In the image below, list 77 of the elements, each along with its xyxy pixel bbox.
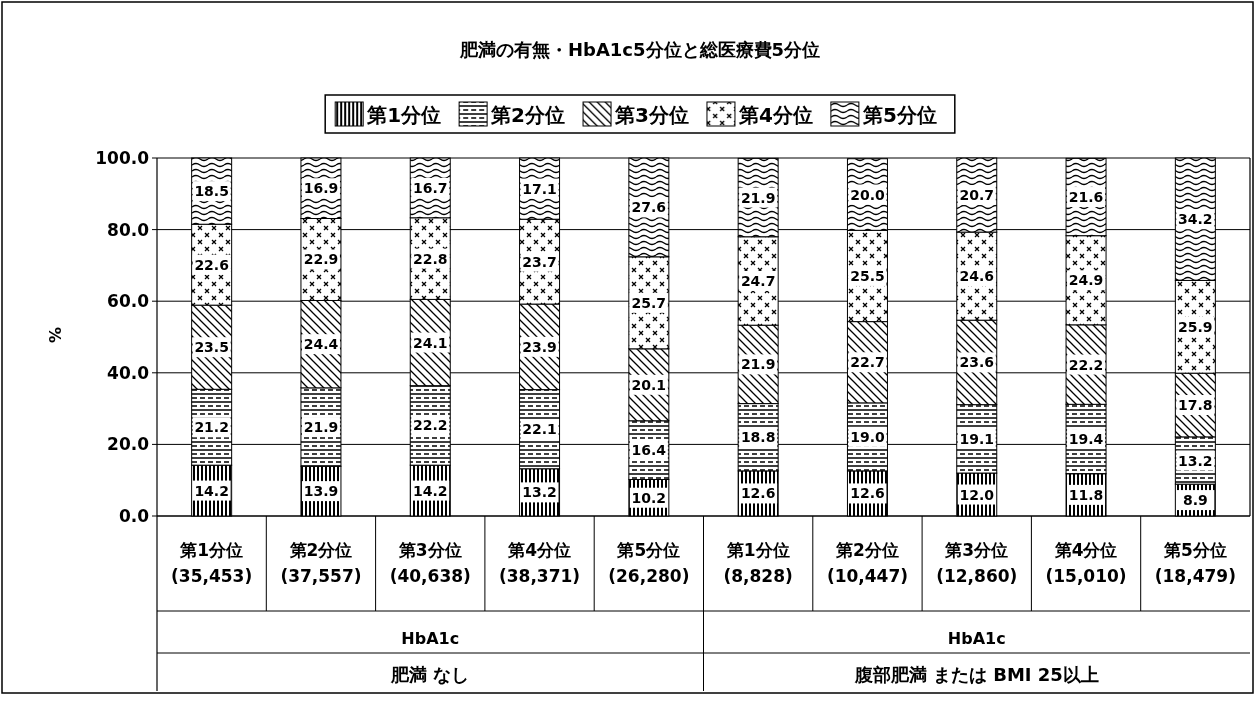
data-label: 24.9 bbox=[1068, 272, 1104, 289]
data-label: 22.6 bbox=[194, 256, 229, 273]
x-tick-label: 第1分位 (8,828) bbox=[723, 540, 793, 586]
x-tick-label: 第2分位 (37,557) bbox=[280, 540, 362, 586]
data-label: 24.1 bbox=[412, 334, 448, 351]
data-label: 23.6 bbox=[959, 354, 995, 371]
data-label: 22.1 bbox=[522, 421, 557, 438]
data-label: 21.9 bbox=[740, 189, 776, 206]
data-label: 22.8 bbox=[412, 250, 448, 267]
x-tick-label: 第2分位 (10,447) bbox=[826, 540, 909, 586]
data-label: 14.2 bbox=[194, 482, 229, 499]
data-label: 25.5 bbox=[850, 267, 885, 284]
x-tick-label: 第1分位 (35,453) bbox=[171, 540, 253, 586]
y-axis-title: % bbox=[46, 326, 65, 344]
data-label: 12.0 bbox=[959, 486, 995, 503]
text: HbA1c bbox=[947, 629, 1006, 648]
data-label: 24.6 bbox=[959, 268, 995, 285]
legend-label: 第5分位 bbox=[861, 103, 937, 127]
data-label: 22.2 bbox=[412, 417, 448, 434]
data-label: 18.8 bbox=[740, 429, 776, 446]
data-label: 19.4 bbox=[1068, 431, 1104, 448]
data-label: 21.6 bbox=[1068, 189, 1104, 206]
legend-label: 第4分位 bbox=[737, 103, 813, 127]
data-label: 19.1 bbox=[959, 430, 995, 447]
data-label: 22.7 bbox=[850, 354, 885, 371]
legend-label: 第1分位 bbox=[366, 103, 442, 127]
data-label: 16.7 bbox=[412, 179, 448, 196]
data-label: 13.2 bbox=[522, 484, 557, 501]
y-tick-label: 100.0 bbox=[95, 148, 150, 168]
data-label: 22.9 bbox=[303, 251, 339, 268]
legend-label: 第2分位 bbox=[490, 103, 566, 127]
y-tick-label: 80.0 bbox=[107, 219, 150, 240]
data-label: 23.9 bbox=[522, 338, 557, 355]
data-label: 8.9 bbox=[1182, 492, 1208, 509]
y-tick-label: 60.0 bbox=[107, 291, 150, 312]
data-label: 10.2 bbox=[631, 489, 667, 506]
y-tick-label: 20.0 bbox=[107, 434, 150, 455]
data-label: 20.1 bbox=[631, 376, 667, 393]
data-label: 12.6 bbox=[850, 485, 885, 502]
data-label: 19.0 bbox=[850, 428, 885, 445]
text: 肥満 なし bbox=[390, 664, 470, 685]
data-label: 17.8 bbox=[1178, 397, 1213, 414]
data-label: 21.9 bbox=[303, 419, 339, 436]
x-tick-label: 第5分位 (26,280) bbox=[608, 540, 690, 586]
x-tick-label: 第5分位 (18,479) bbox=[1154, 540, 1236, 586]
data-label: 13.2 bbox=[1178, 452, 1213, 469]
y-tick-label: 0.0 bbox=[118, 506, 150, 526]
data-label: 21.2 bbox=[194, 419, 229, 436]
data-label: 23.5 bbox=[194, 339, 229, 356]
chart-title: 肥満の有無・HbA1c5分位と総医療費5分位 bbox=[458, 39, 821, 60]
data-label: 24.7 bbox=[740, 272, 776, 289]
x-tick-label: 第4分位 (38,371) bbox=[498, 540, 581, 586]
data-label: 25.7 bbox=[631, 294, 667, 311]
data-label: 14.2 bbox=[412, 482, 448, 499]
data-label: 18.5 bbox=[194, 183, 229, 200]
data-label: 11.8 bbox=[1068, 486, 1104, 503]
data-label: 27.6 bbox=[631, 199, 667, 216]
data-label: 34.2 bbox=[1178, 211, 1213, 228]
data-label: 23.7 bbox=[522, 253, 557, 270]
data-label: 12.6 bbox=[740, 485, 776, 502]
data-label: 17.1 bbox=[522, 180, 557, 197]
data-label: 16.9 bbox=[303, 180, 339, 197]
data-label: 20.7 bbox=[959, 187, 995, 204]
text: HbA1c bbox=[401, 629, 460, 648]
y-tick-label: 40.0 bbox=[107, 362, 150, 383]
x-tick-label: 第3分位 (12,860) bbox=[936, 540, 1018, 586]
data-label: 21.9 bbox=[740, 356, 776, 373]
data-label: 16.4 bbox=[631, 442, 667, 459]
data-label: 22.2 bbox=[1068, 356, 1104, 373]
x-tick-label: 第3分位 (40,638) bbox=[389, 540, 471, 586]
data-label: 13.9 bbox=[303, 483, 339, 500]
data-label: 24.4 bbox=[303, 336, 339, 353]
data-label: 20.0 bbox=[850, 186, 885, 203]
text: 腹部肥満 または BMI 25以上 bbox=[853, 664, 1099, 685]
data-label: 25.9 bbox=[1178, 318, 1213, 335]
legend-label: 第3分位 bbox=[614, 103, 689, 127]
x-tick-label: 第4分位 (15,010) bbox=[1045, 540, 1127, 586]
